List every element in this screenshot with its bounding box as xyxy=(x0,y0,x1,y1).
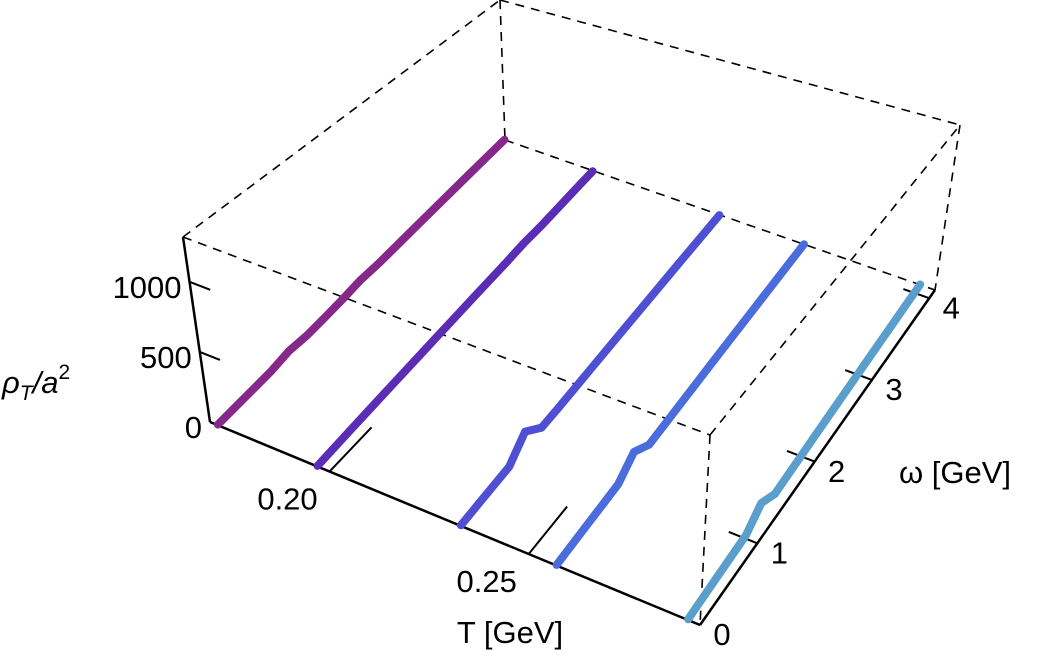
z-tick xyxy=(189,280,211,291)
x-tick-label: 0.25 xyxy=(457,564,517,599)
z-label-mid: /a xyxy=(31,365,59,400)
y-tick-label: 4 xyxy=(943,290,960,325)
series-line xyxy=(552,240,808,569)
z-tick-label: 0 xyxy=(185,410,202,445)
z-axis-label: ρT/a2 xyxy=(1,361,70,405)
z-label-sub: T xyxy=(20,382,35,405)
axis-line xyxy=(698,289,937,626)
z-tick-label: 500 xyxy=(140,340,192,375)
x-tick-label: 0.20 xyxy=(257,482,317,517)
y-tick-label: 2 xyxy=(828,454,845,489)
y-axis-label: ω [GeV] xyxy=(899,455,1011,490)
x-tick xyxy=(527,505,568,555)
series-line xyxy=(456,211,724,530)
y-tick-label: 3 xyxy=(885,372,902,407)
axis-line xyxy=(209,420,701,627)
box-edge xyxy=(182,0,501,238)
axis-line xyxy=(181,236,212,423)
z-tick-label: 1000 xyxy=(113,270,182,305)
box-edge xyxy=(499,0,961,126)
box-edge xyxy=(182,236,711,436)
z-tick xyxy=(199,350,221,361)
series-line xyxy=(313,167,597,470)
x-axis-label: T [GeV] xyxy=(457,615,563,650)
y-tick-label: 1 xyxy=(771,535,788,570)
box-edge xyxy=(934,124,961,291)
y-tick-label: 0 xyxy=(713,617,730,652)
x-tick xyxy=(328,426,373,473)
series-line xyxy=(213,135,509,429)
z-label-sup: 2 xyxy=(58,361,70,384)
series-line xyxy=(684,280,925,624)
box-edge xyxy=(709,124,961,436)
box-edge xyxy=(499,0,506,141)
z-label-base: ρ xyxy=(1,365,20,400)
